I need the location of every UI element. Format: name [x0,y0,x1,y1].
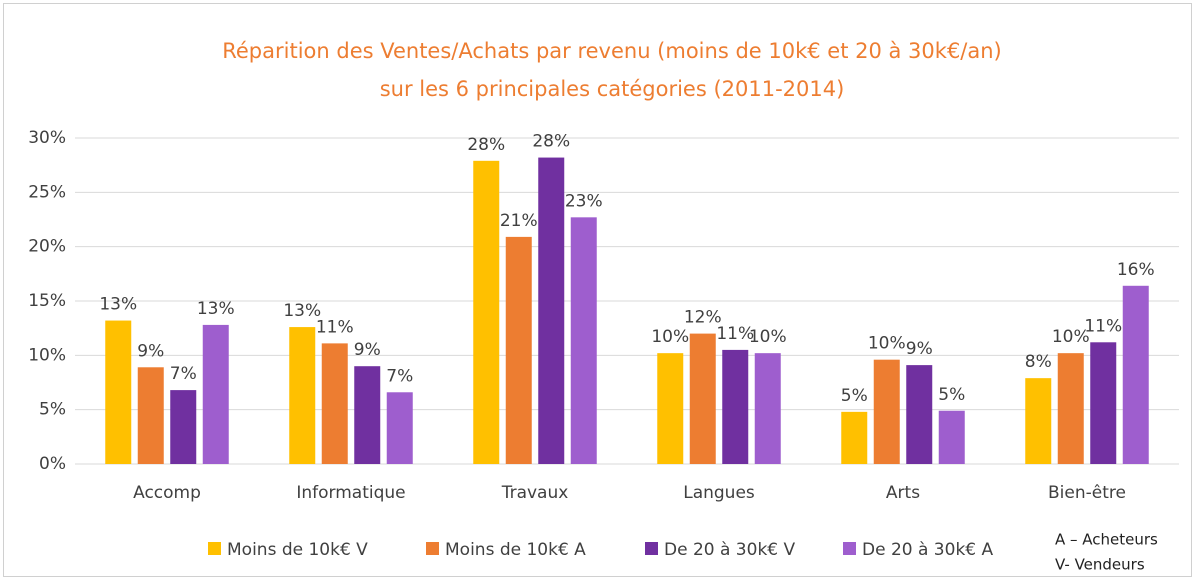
bar [386,392,413,464]
y-tick-label: 10% [28,345,66,365]
data-label: 10% [868,334,906,354]
y-tick-label: 20% [28,237,66,257]
bar [754,353,781,464]
bar [538,157,565,464]
bar [906,365,933,464]
bar [1122,285,1149,464]
y-tick-label: 30% [28,128,66,148]
data-label: 11% [716,324,754,344]
data-label: 9% [906,339,933,359]
data-label: 10% [651,327,689,347]
bar [841,411,868,464]
chart-title: Réparition des Ventes/Achats par revenu … [222,39,1002,63]
bar [722,349,749,464]
bar [202,324,229,464]
legend-label: Moins de 10k€ A [445,540,586,560]
x-tick-label: Arts [886,483,920,503]
x-tick-label: Accomp [133,483,201,503]
data-label: 13% [283,301,321,321]
annotation: V- Vendeurs [1055,556,1145,574]
legend-label: De 20 à 30k€ A [862,540,994,560]
data-label: 7% [170,364,197,384]
data-label: 7% [386,366,413,386]
legend-label: De 20 à 30k€ V [664,540,796,560]
bar [1057,353,1084,464]
legend-swatch [426,542,439,555]
bar [289,327,316,464]
bar [170,390,197,464]
y-tick-label: 15% [28,291,66,311]
y-tick-label: 0% [39,454,66,474]
data-label: 9% [354,340,381,360]
data-label: 13% [197,299,235,319]
data-label: 10% [749,327,787,347]
data-label: 28% [467,135,505,155]
legend-swatch [843,542,856,555]
bar [473,160,500,464]
x-tick-label: Bien-être [1048,483,1126,503]
chart-title: sur les 6 principales catégories (2011-2… [380,77,845,101]
bar [570,217,597,464]
bar [938,410,965,464]
bar [689,333,716,464]
x-tick-label: Travaux [501,483,569,503]
x-tick-label: Informatique [296,483,405,503]
bar [354,366,381,464]
legend-swatch [208,542,221,555]
annotation: A – Acheteurs [1055,531,1158,549]
data-label: 21% [500,211,538,231]
data-label: 9% [137,341,164,361]
data-label: 10% [1052,327,1090,347]
data-label: 5% [938,385,965,405]
bar [1090,342,1117,464]
data-label: 23% [565,191,603,211]
legend-swatch [645,542,658,555]
legend-label: Moins de 10k€ V [227,540,368,560]
data-label: 8% [1025,352,1052,372]
chart-border [3,3,1192,577]
data-label: 12% [684,308,722,328]
data-label: 11% [316,317,354,337]
bar [873,359,900,464]
data-label: 16% [1117,260,1155,280]
bar [137,367,164,464]
bar [657,353,684,464]
bar [1025,378,1052,464]
bar [505,236,532,464]
x-tick-label: Langues [683,483,755,503]
data-label: 13% [99,295,137,315]
data-label: 5% [841,386,868,406]
bar [105,320,132,464]
data-label: 11% [1084,316,1122,336]
y-tick-label: 25% [28,182,66,202]
bar [321,343,348,464]
data-label: 28% [532,132,570,152]
y-tick-label: 5% [39,400,66,420]
